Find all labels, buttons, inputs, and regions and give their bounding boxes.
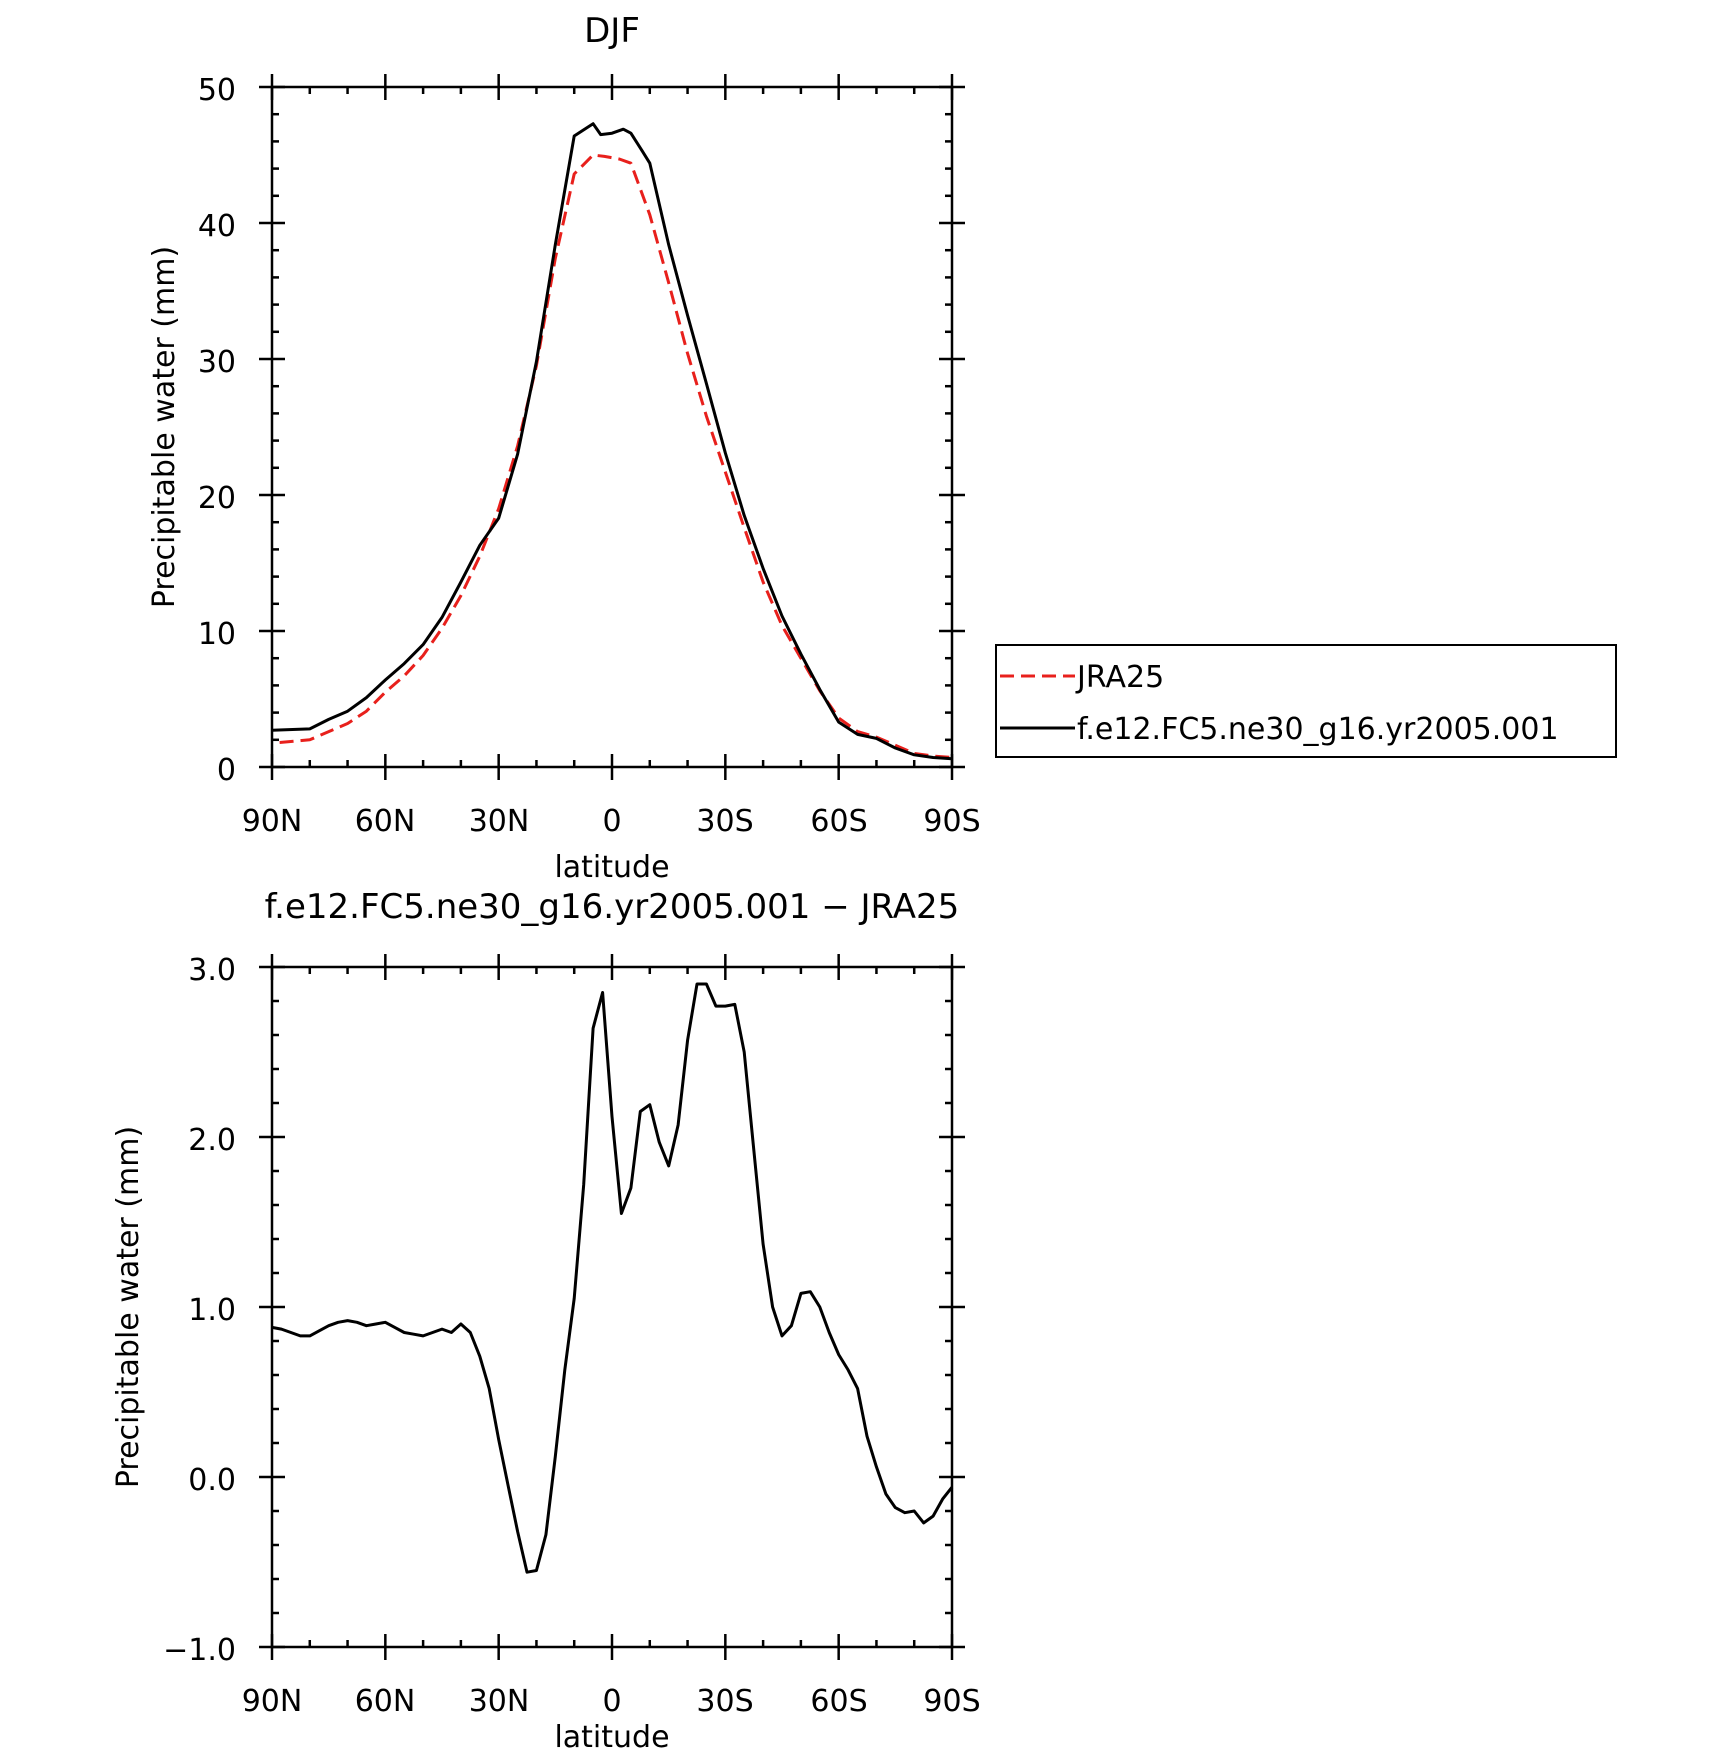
panel2-x-tick-label: 60S bbox=[810, 1684, 867, 1719]
panel2-x-tick-label: 60N bbox=[355, 1684, 416, 1719]
panel1-y-tick-label: 10 bbox=[198, 617, 236, 652]
panel1-ticks bbox=[259, 74, 965, 780]
legend-label-jra25: JRA25 bbox=[1075, 660, 1164, 695]
panel-difference: f.e12.FC5.ne30_g16.yr2005.001 − JRA25 −1… bbox=[111, 887, 981, 1751]
panel1-y-tick-label: 20 bbox=[198, 481, 236, 516]
panel1-x-tick-label: 30N bbox=[469, 804, 530, 839]
panel2-y-axis-label: Precipitable water (mm) bbox=[111, 1126, 146, 1488]
panel1-y-tick-label: 50 bbox=[198, 73, 236, 108]
panel2-x-tick-labels: 90N 60N 30N 0 30S 60S 90S bbox=[242, 1684, 981, 1719]
panel-djf: DJF 0 10 20 30 40 50 90N 60N 30N 0 30S 6… bbox=[147, 11, 1617, 885]
panel2-series-line-0 bbox=[271, 982, 954, 1574]
panel1-x-tick-label: 60S bbox=[810, 804, 867, 839]
panel1-x-tick-label: 30S bbox=[696, 804, 753, 839]
panel2-y-tick-label: 2.0 bbox=[188, 1123, 236, 1158]
panel2-y-tick-label: 0.0 bbox=[188, 1463, 236, 1498]
panel2-plot-frame bbox=[270, 965, 954, 1649]
panel2-title: f.e12.FC5.ne30_g16.yr2005.001 − JRA25 bbox=[265, 887, 960, 927]
panel2-y-tick-label: −1.0 bbox=[163, 1633, 236, 1668]
panel1-title: DJF bbox=[584, 11, 640, 51]
panel2-x-tick-label: 0 bbox=[602, 1684, 621, 1719]
legend-label-model: f.e12.FC5.ne30_g16.yr2005.001 bbox=[1077, 712, 1559, 747]
panel2-ticks bbox=[259, 954, 965, 1660]
panel2-x-tick-label: 30N bbox=[469, 1684, 530, 1719]
panel1-y-axis-label: Precipitable water (mm) bbox=[147, 246, 182, 608]
panel2-series bbox=[271, 982, 954, 1574]
panel1-y-tick-labels: 0 10 20 30 40 50 bbox=[198, 73, 236, 788]
panel2-y-tick-labels: −1.0 0.0 1.0 2.0 3.0 bbox=[163, 953, 236, 1668]
panel1-series-line-0 bbox=[279, 153, 953, 759]
panel1-series-line-1 bbox=[271, 122, 953, 761]
panel1-plot-frame bbox=[270, 85, 954, 769]
panel2-x-axis-label: latitude bbox=[554, 1720, 669, 1751]
panel1-x-tick-label: 60N bbox=[355, 804, 416, 839]
panel1-y-tick-label: 30 bbox=[198, 345, 236, 380]
panel2-x-tick-label: 30S bbox=[696, 1684, 753, 1719]
legend: JRA25 f.e12.FC5.ne30_g16.yr2005.001 bbox=[995, 644, 1617, 758]
panel2-x-tick-label: 90N bbox=[242, 1684, 303, 1719]
panel2-x-tick-label: 90S bbox=[923, 1684, 980, 1719]
panel1-y-tick-label: 40 bbox=[198, 209, 236, 244]
panel1-y-tick-label: 0 bbox=[217, 753, 236, 788]
panel1-x-tick-label: 90N bbox=[242, 804, 303, 839]
panel1-series bbox=[271, 122, 953, 761]
panel1-x-tick-label: 0 bbox=[602, 804, 621, 839]
legend-box bbox=[995, 644, 1617, 758]
panel1-x-axis-label: latitude bbox=[554, 850, 669, 885]
panel1-x-tick-label: 90S bbox=[923, 804, 980, 839]
panel1-x-tick-labels: 90N 60N 30N 0 30S 60S 90S bbox=[242, 804, 981, 839]
panel2-y-tick-label: 3.0 bbox=[188, 953, 236, 988]
panel2-y-tick-label: 1.0 bbox=[188, 1293, 236, 1328]
